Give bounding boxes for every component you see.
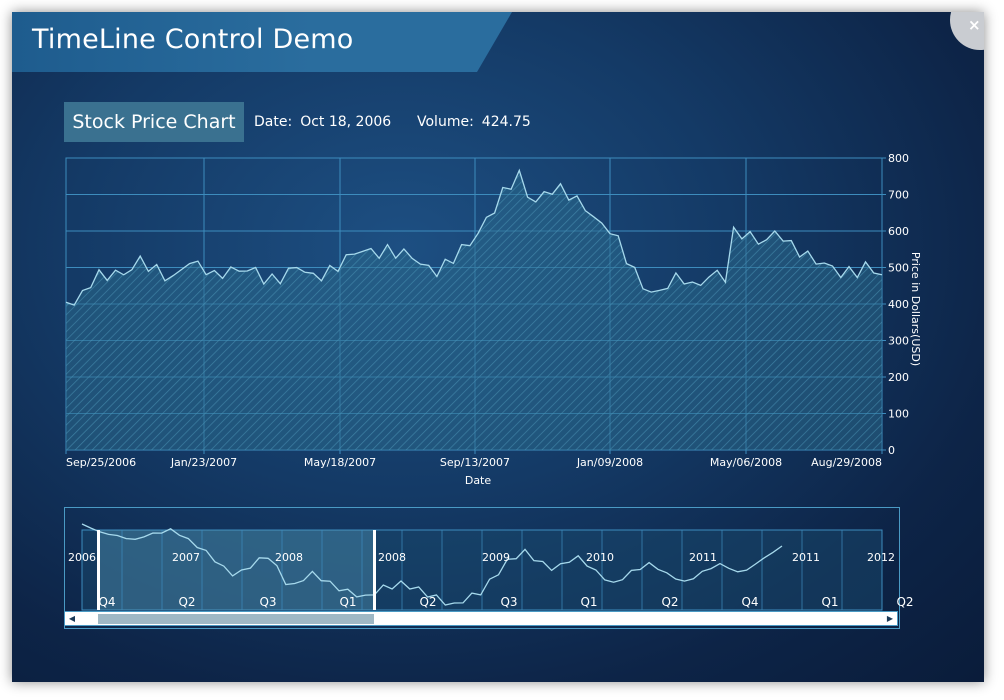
timeline-scrollbar[interactable]: ◀ ▶	[64, 611, 898, 626]
y-tick-label: 600	[888, 225, 909, 238]
volume-label: Volume:	[417, 114, 474, 130]
timeline-year-label: 2007	[172, 551, 200, 564]
y-tick-label: 700	[888, 189, 909, 202]
date-value: Oct 18, 2006	[300, 114, 392, 130]
price-area	[66, 170, 882, 450]
y-axis-label: Price in Dollars(USD)	[909, 252, 922, 366]
timeline-quarter-label: Q4	[741, 595, 758, 609]
timeline-year-label: 2011	[792, 551, 820, 564]
x-tick-label: Sep/25/2006	[66, 456, 136, 469]
timeline-quarter-label: Q2	[178, 595, 195, 609]
timeline-year-label: 2008	[275, 551, 303, 564]
x-tick-label: May/18/2007	[304, 456, 376, 469]
scroll-right-arrow-icon[interactable]: ▶	[886, 614, 894, 623]
title-banner	[12, 12, 512, 72]
timeline-quarter-label: Q4	[98, 595, 115, 609]
y-tick-label: 0	[888, 444, 895, 457]
timeline-selection[interactable]	[98, 530, 374, 610]
date-readout: Date: Oct 18, 2006	[254, 114, 391, 130]
timeline-quarter-label: Q3	[500, 595, 517, 609]
timeline-year-label: 2010	[586, 551, 614, 564]
timeline-quarter-label: Q2	[661, 595, 678, 609]
timeline-navigator[interactable]	[64, 507, 900, 629]
volume-value: 424.75	[481, 114, 531, 130]
timeline-year-label: 2009	[482, 551, 510, 564]
app-window: TimeLine Control Demo × Stock Price Char…	[12, 12, 984, 682]
selection-right-handle[interactable]	[373, 530, 376, 610]
scrollbar-thumb[interactable]	[98, 614, 374, 624]
timeline-year-label: 2012	[867, 551, 895, 564]
x-tick-label: Jan/09/2008	[576, 456, 643, 469]
timeline-year-label: 2011	[689, 551, 717, 564]
y-tick-label: 100	[888, 408, 909, 421]
volume-readout: Volume: 424.75	[417, 114, 531, 130]
timeline-year-label: 2006	[68, 551, 96, 564]
timeline-quarter-label: Q2	[419, 595, 436, 609]
timeline-quarter-label: Q2	[896, 595, 913, 609]
y-tick-label: 200	[888, 371, 909, 384]
window-title: TimeLine Control Demo	[32, 24, 354, 55]
scroll-left-arrow-icon[interactable]: ◀	[68, 614, 76, 623]
timeline-year-label: 2008	[378, 551, 406, 564]
y-tick-label: 400	[888, 298, 909, 311]
y-tick-label: 800	[888, 152, 909, 165]
x-tick-label: Sep/13/2007	[440, 456, 510, 469]
x-tick-label: May/06/2008	[710, 456, 782, 469]
timeline-quarter-label: Q1	[339, 595, 356, 609]
date-label: Date:	[254, 114, 293, 130]
selection-left-handle[interactable]	[97, 530, 100, 610]
timeline-quarter-label: Q1	[580, 595, 597, 609]
price-line	[65, 168, 883, 306]
x-tick-label: Jan/23/2007	[170, 456, 237, 469]
chart-title-label: Stock Price Chart	[64, 102, 244, 142]
x-tick-label: Aug/29/2008	[811, 456, 882, 469]
timeline-chart[interactable]: 2006 2007 2008 2008 2009 2010 2011 2011 2012 Q4 Q…	[12, 12, 984, 682]
y-tick-label: 300	[888, 335, 909, 348]
stock-price-chart[interactable]: 0 100 200 300 400 500 600 700 800 Sep/25/2006 Jan…	[12, 12, 984, 502]
timeline-quarter-label: Q1	[821, 595, 838, 609]
timeline-line	[81, 523, 783, 606]
timeline-quarter-label: Q3	[259, 595, 276, 609]
x-axis-label: Date	[465, 474, 492, 487]
close-icon: ×	[968, 16, 981, 34]
y-tick-label: 500	[888, 262, 909, 275]
